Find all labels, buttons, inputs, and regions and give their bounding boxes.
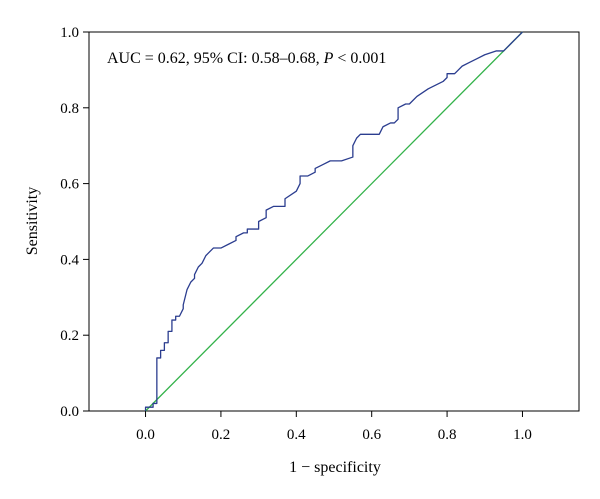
auc-annotation: AUC = 0.62, 95% CI: 0.58–0.68, P < 0.001 <box>107 50 386 67</box>
x-axis-ticks: 0.0 0.2 0.4 0.6 0.8 1.0 <box>136 411 532 443</box>
y-tick-label: 0.2 <box>60 328 79 344</box>
y-axis-ticks: 0.0 0.2 0.4 0.6 0.8 1.0 <box>60 25 89 420</box>
plot-frame <box>88 31 580 412</box>
auc-annotation-prefix: AUC = 0.62, 95% CI: 0.58–0.68, <box>107 50 324 67</box>
x-tick-label: 0.2 <box>212 427 231 443</box>
y-tick-label: 0.0 <box>60 404 79 420</box>
roc-curve-line <box>144 31 523 411</box>
reference-diagonal-line <box>145 31 523 412</box>
auc-annotation-suffix: < 0.001 <box>333 50 386 67</box>
x-tick-label: 0.6 <box>362 427 381 443</box>
x-tick-label: 0.0 <box>136 427 155 443</box>
x-axis-label: 1 − specificity <box>289 459 381 476</box>
y-tick-label: 0.8 <box>60 101 79 117</box>
y-axis-label: Sensitivity <box>24 187 41 255</box>
series-layer <box>144 31 523 412</box>
y-tick-label: 0.4 <box>60 252 79 268</box>
y-tick-label: 0.6 <box>60 177 79 193</box>
x-tick-label: 1.0 <box>513 427 532 443</box>
y-tick-label: 1.0 <box>60 25 79 41</box>
x-tick-label: 0.4 <box>287 427 306 443</box>
auc-annotation-p-symbol: P <box>323 50 334 67</box>
x-tick-label: 0.8 <box>438 427 457 443</box>
